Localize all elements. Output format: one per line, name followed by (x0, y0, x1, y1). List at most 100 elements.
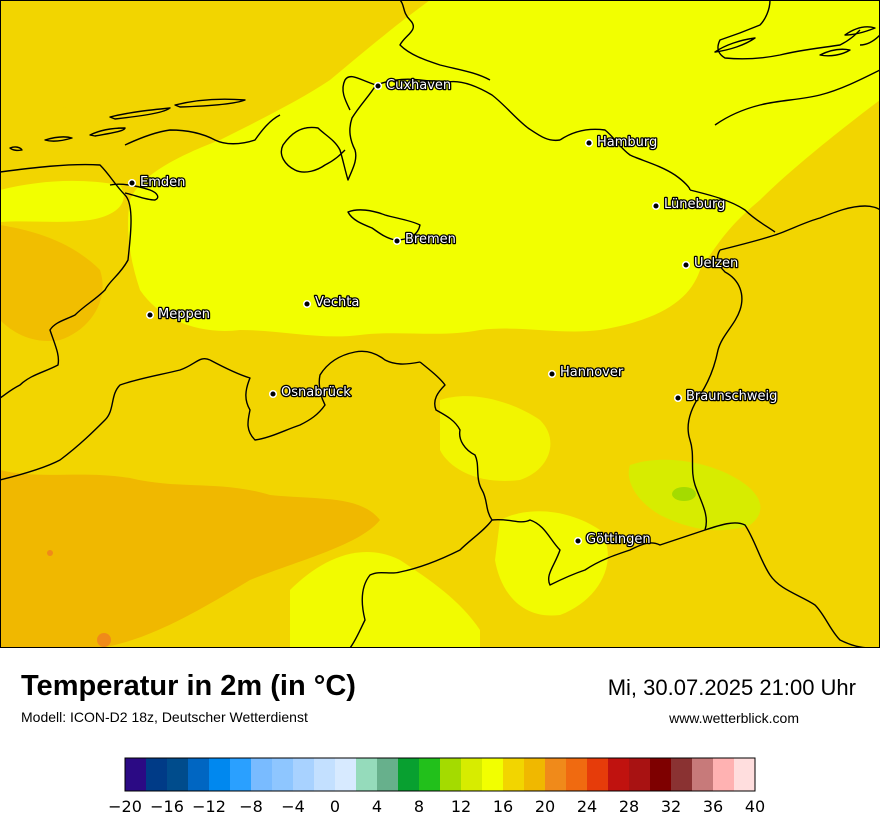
city-marker (392, 236, 402, 246)
color-legend: −20 −16 −12 −8 −4 0 4 8 12 16 20 24 28 32 36 40 (108, 757, 765, 816)
legend-swatch (419, 758, 441, 791)
legend-swatch (629, 758, 651, 791)
legend-swatch (167, 758, 189, 791)
legend-swatch (482, 758, 504, 791)
legend-swatch (440, 758, 462, 791)
legend-swatch (671, 758, 693, 791)
borders (0, 0, 880, 648)
legend-swatch (545, 758, 567, 791)
map-title: Temperatur in 2m (in °C) (21, 670, 356, 702)
city-marker (573, 536, 583, 546)
city-meppen: Meppen (145, 306, 211, 323)
city-marker (584, 138, 594, 148)
legend-frame (124, 757, 756, 792)
legend-swatch (188, 758, 210, 791)
temperature-map: Cuxhaven Hamburg Emden Lüneburg Bremen U… (0, 0, 880, 648)
city-marker (547, 369, 557, 379)
city-marker (302, 299, 312, 309)
city-braunschweig: Braunschweig (673, 388, 779, 405)
legend-tick-label: −16 (150, 797, 184, 816)
legend-swatch (713, 758, 735, 791)
city-label: Bremen (405, 232, 456, 247)
legend-swatch (692, 758, 714, 791)
legend-swatch (734, 758, 756, 791)
legend-swatch (356, 758, 378, 791)
city-label: Hannover (560, 365, 624, 380)
cool-region-north (128, 0, 880, 337)
hot-spot (47, 550, 53, 556)
legend-tick-label: 4 (372, 797, 382, 816)
legend-tick-label: 32 (661, 797, 681, 816)
city-cuxhaven: Cuxhaven (373, 77, 452, 94)
city-label: Braunschweig (686, 389, 777, 404)
legend-tick-label: 12 (451, 797, 471, 816)
forecast-datetime: Mi, 30.07.2025 21:00 Uhr (607, 675, 856, 700)
hot-region-west (0, 225, 103, 341)
legend-tick-label: 28 (619, 797, 639, 816)
city-marker (673, 393, 683, 403)
legend-swatch (608, 758, 630, 791)
city-label: Osnabrück (281, 385, 351, 400)
legend-tick-label: 8 (414, 797, 424, 816)
city-label: Emden (140, 175, 185, 190)
city-uelzen: Uelzen (681, 255, 739, 272)
city-label: Vechta (315, 295, 359, 310)
legend-swatch (230, 758, 252, 791)
legend-swatch (251, 758, 273, 791)
city-label: Uelzen (694, 256, 738, 271)
cool-region-south (290, 551, 480, 648)
city-marker (145, 310, 155, 320)
legend-tick-label: −8 (239, 797, 263, 816)
legend-tick-label: 0 (330, 797, 340, 816)
city-marker (651, 201, 661, 211)
legend-swatch (293, 758, 315, 791)
city-label: Meppen (158, 307, 210, 322)
city-marker (268, 389, 278, 399)
legend-swatch (587, 758, 609, 791)
legend-swatch (125, 758, 147, 791)
legend-swatch (377, 758, 399, 791)
legend-swatch (650, 758, 672, 791)
hot-spot (97, 633, 111, 647)
legend-tick-label: −4 (281, 797, 305, 816)
legend-tick-label: −20 (108, 797, 142, 816)
legend-tick-label: 24 (577, 797, 597, 816)
legend-swatch (398, 758, 420, 791)
legend-swatch (272, 758, 294, 791)
legend-swatch (503, 758, 525, 791)
cool-region-east (440, 396, 551, 481)
city-osnabrueck: Osnabrück (268, 384, 352, 401)
legend-tick-label: 20 (535, 797, 555, 816)
model-info: Modell: ICON-D2 18z, Deutscher Wetterdie… (21, 709, 308, 725)
legend-tick-label: 16 (493, 797, 513, 816)
legend-swatch (209, 758, 231, 791)
city-marker (373, 81, 383, 91)
cool-region-sea-west (0, 180, 124, 222)
footer: Temperatur in 2m (in °C) Modell: ICON-D2… (0, 648, 880, 830)
city-marker (127, 178, 137, 188)
city-label: Cuxhaven (386, 78, 451, 93)
city-bremen: Bremen (392, 231, 457, 248)
legend-swatch (566, 758, 588, 791)
city-marker (681, 260, 691, 270)
legend-swatch (335, 758, 357, 791)
green-spot-harz (672, 487, 696, 501)
legend-swatch (314, 758, 336, 791)
city-lueneburg: Lüneburg (651, 196, 727, 213)
legend-tick-label: 36 (703, 797, 723, 816)
city-label: Göttingen (586, 532, 651, 547)
city-label: Lüneburg (664, 197, 725, 212)
legend-swatch (524, 758, 546, 791)
city-hannover: Hannover (547, 364, 625, 381)
city-emden: Emden (127, 174, 187, 191)
website-link[interactable]: www.wetterblick.com (669, 710, 799, 726)
city-goettingen: Göttingen (573, 531, 652, 548)
city-vechta: Vechta (302, 294, 361, 311)
city-label: Hamburg (597, 135, 657, 150)
legend-swatch (146, 758, 168, 791)
city-hamburg: Hamburg (584, 134, 659, 151)
legend-tick-label: 40 (745, 797, 765, 816)
legend-swatch (461, 758, 483, 791)
legend-tick-label: −12 (192, 797, 226, 816)
hot-region-southwest (0, 470, 380, 648)
